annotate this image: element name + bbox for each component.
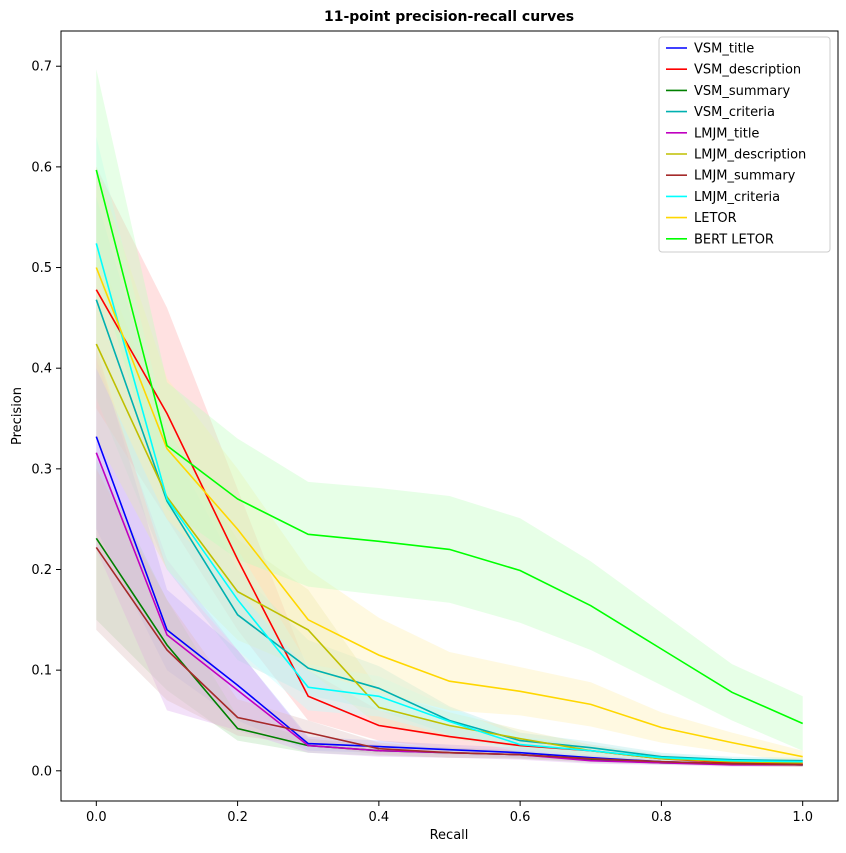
- legend-entry: BERT LETOR: [694, 232, 774, 247]
- series-lines: [95, 169, 804, 766]
- legend: VSM_title VSM_description VSM_summary VSM_c…: [658, 36, 831, 253]
- band-lmjm-description: [96, 247, 803, 765]
- series-line-bert-letor: [95, 169, 804, 725]
- band-vsm-description: [96, 166, 803, 766]
- y-tick-label: 0.7: [31, 60, 52, 75]
- y-tick-label: 0.6: [31, 160, 52, 175]
- legend-entry: VSM_title: [694, 42, 754, 57]
- x-tick-label: 0.0: [86, 810, 107, 825]
- legend-entry: VSM_criteria: [694, 105, 775, 120]
- y-tick-label: 0.2: [31, 563, 52, 578]
- plot-frame: [60, 30, 839, 802]
- y-axis-ticks: 0.0 0.1 0.2 0.3 0.4 0.5 0.6 0.7: [31, 60, 61, 779]
- x-tick-label: 0.8: [651, 810, 672, 825]
- y-tick-label: 0.0: [31, 764, 52, 779]
- legend-entry: LMJM_description: [694, 148, 806, 163]
- series-line-vsm-criteria: [95, 299, 803, 762]
- legend-entry: LETOR: [694, 211, 737, 226]
- x-axis-ticks: 0.0 0.2 0.4 0.6 0.8 1.0: [86, 801, 813, 825]
- chart-title: 11-point precision-recall curves: [324, 9, 574, 25]
- series-line-lmjm-criteria: [95, 243, 803, 763]
- x-tick-label: 0.2: [227, 810, 248, 825]
- series-line-lmjm-summary: [95, 546, 803, 766]
- series-line-letor: [95, 267, 803, 758]
- legend-box: [658, 36, 831, 253]
- y-tick-label: 0.4: [31, 362, 52, 377]
- band-lmjm-criteria: [96, 136, 803, 765]
- legend-entry: LMJM_summary: [694, 169, 796, 184]
- legend-entry: LMJM_title: [694, 126, 759, 141]
- y-tick-label: 0.1: [31, 664, 52, 679]
- y-axis-label: Precision: [10, 387, 25, 445]
- legend-entry: LMJM_criteria: [694, 190, 780, 205]
- x-tick-label: 1.0: [792, 810, 813, 825]
- legend-entry: VSM_summary: [694, 84, 791, 99]
- band-vsm-criteria: [96, 197, 803, 764]
- legend-entry: VSM_description: [694, 63, 801, 78]
- y-tick-label: 0.5: [31, 261, 52, 276]
- x-tick-label: 0.6: [510, 810, 531, 825]
- x-tick-label: 0.4: [369, 810, 390, 825]
- confidence-bands: [96, 69, 803, 767]
- x-axis-label: Recall: [430, 828, 469, 843]
- band-bert-letor: [96, 69, 803, 751]
- series-line-lmjm-description: [95, 343, 803, 764]
- band-letor: [96, 166, 803, 763]
- y-tick-label: 0.3: [31, 462, 52, 477]
